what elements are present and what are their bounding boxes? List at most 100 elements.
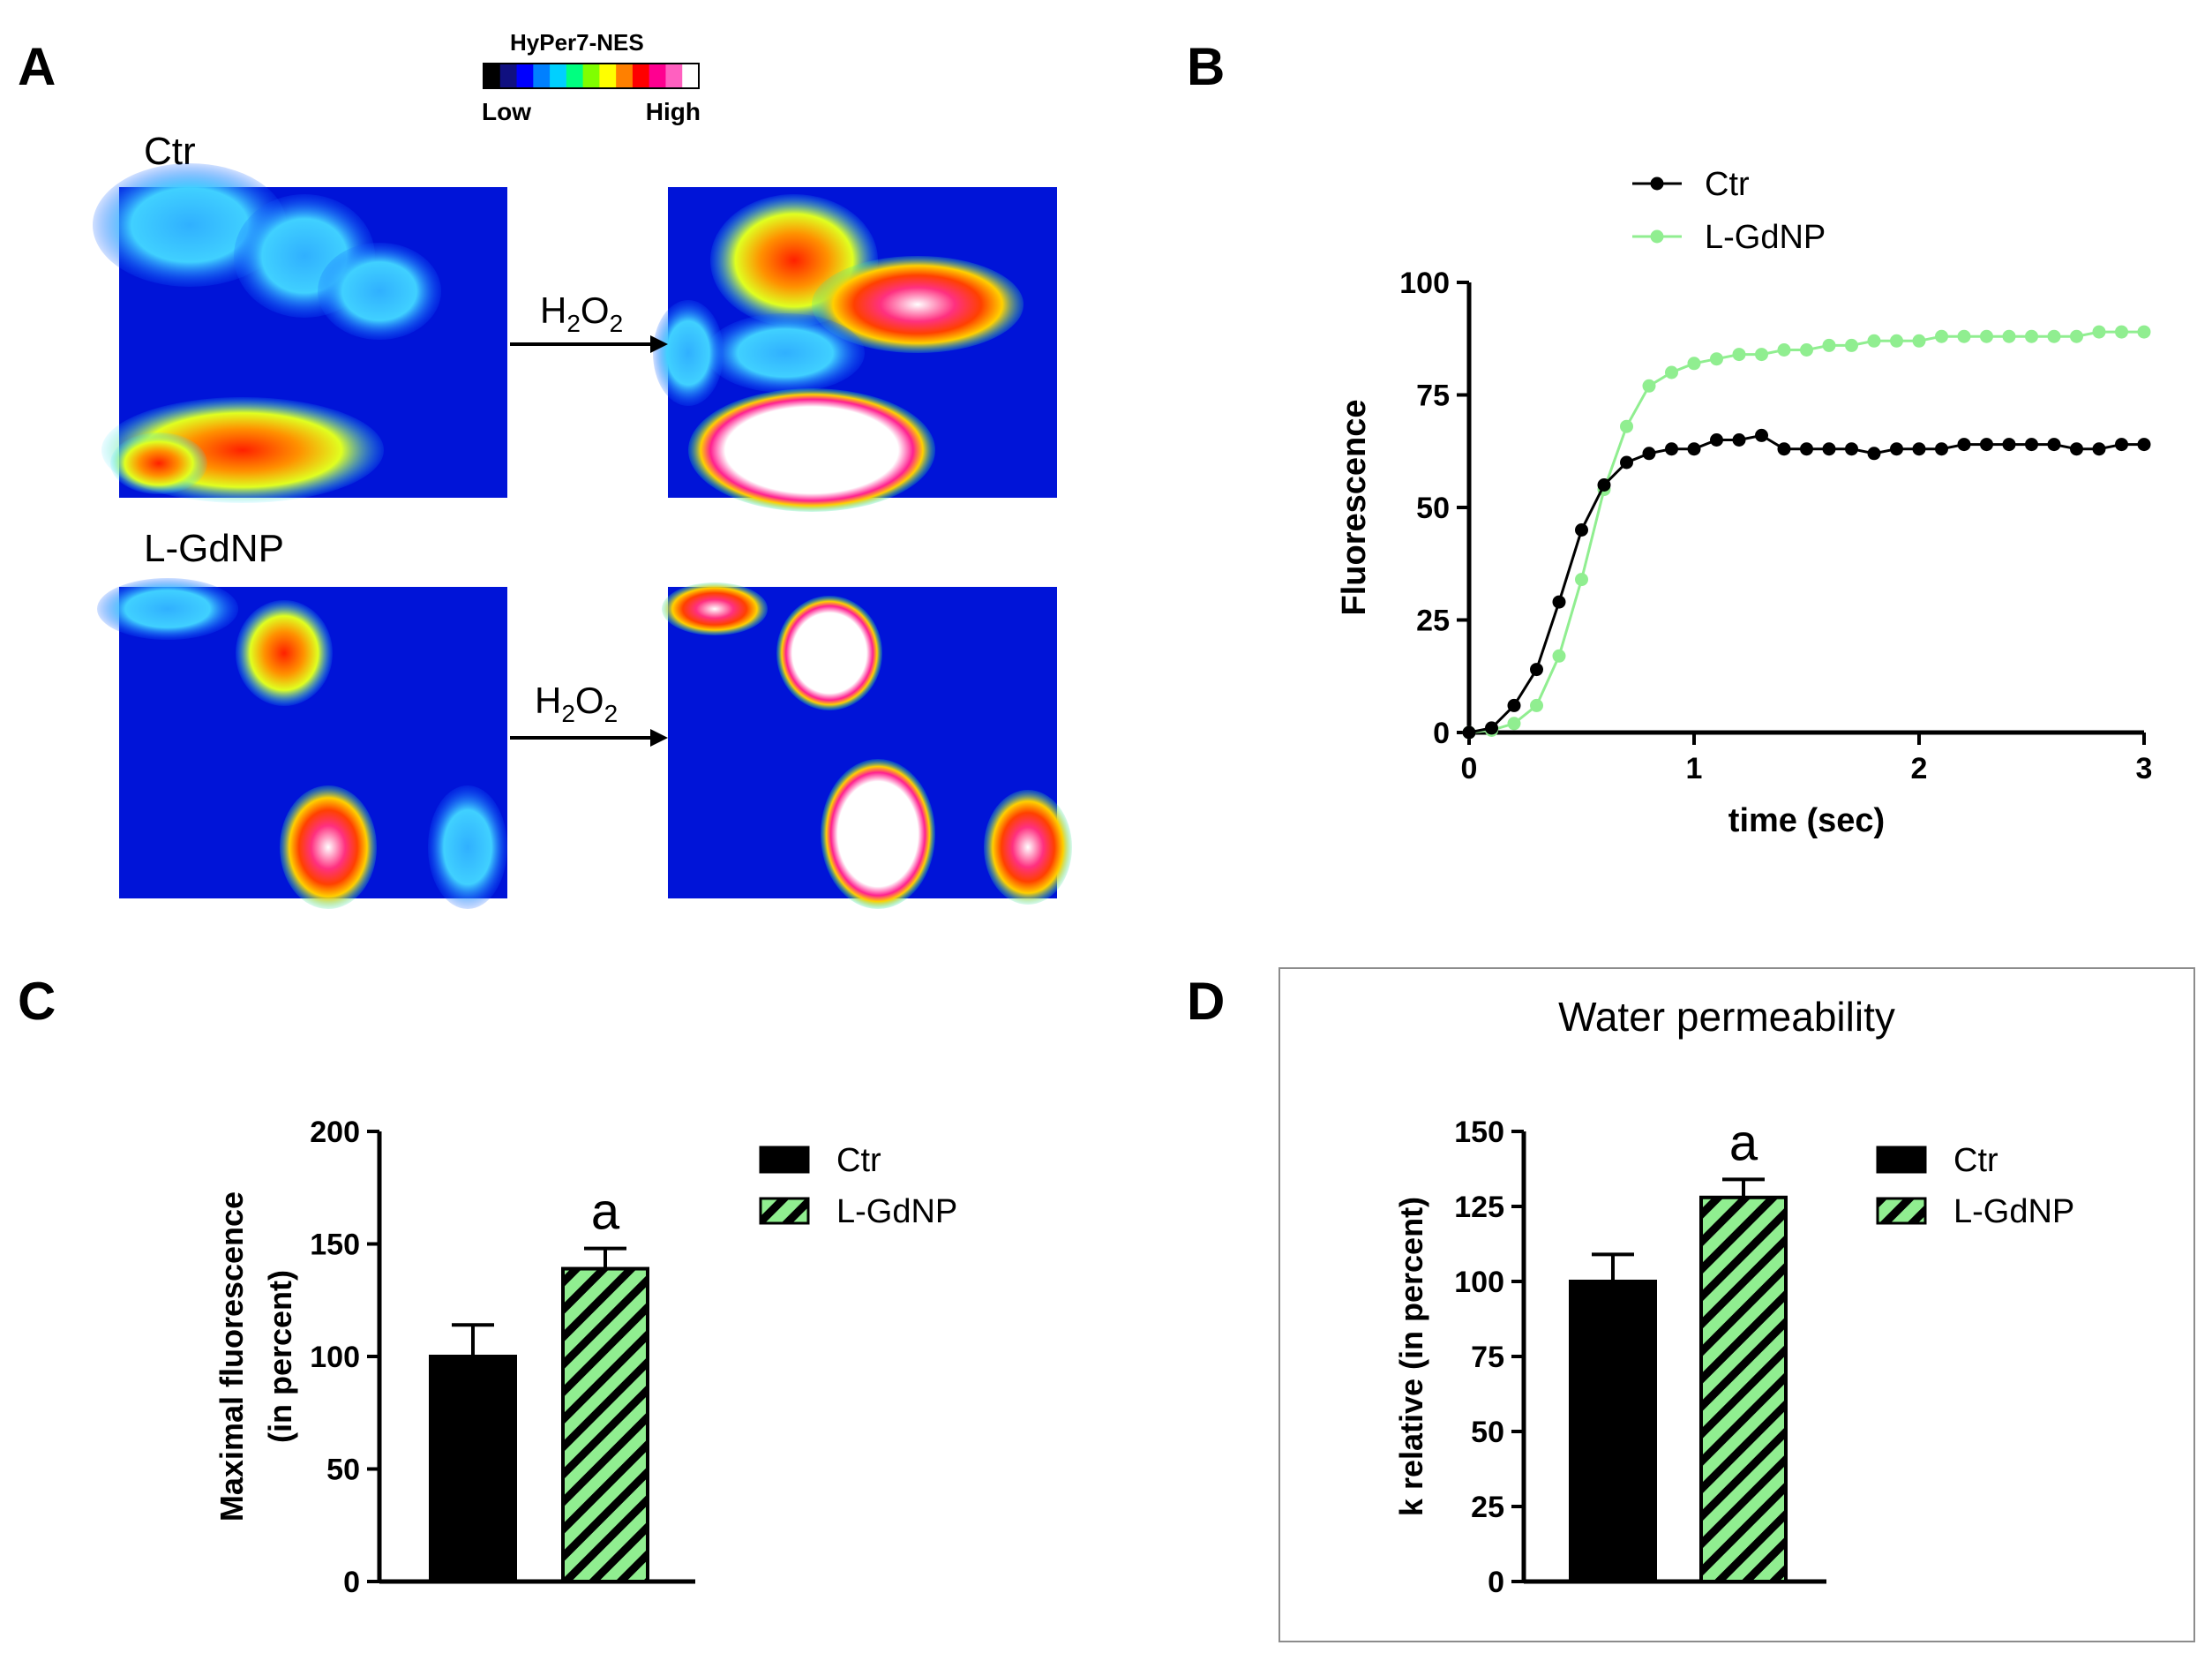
b-point-ctr (1485, 721, 1498, 735)
colorbar-step (582, 64, 600, 88)
d-y-tick-label: 25 (1471, 1491, 1504, 1524)
b-point-ctr (1980, 438, 1993, 452)
c-y-axis-label: Maximal fluorescence (214, 1191, 250, 1521)
b-series-line-l-gdnp (1468, 330, 2144, 734)
b-point-ctr (1620, 455, 1633, 470)
b-point-l-gdnp (2047, 329, 2061, 343)
d-legend: Ctr L-GdNP (1876, 1142, 2074, 1230)
b-point-ctr (1732, 433, 1746, 447)
b-point-l-gdnp (2137, 325, 2151, 339)
b-axes: 0 25 50 75 100 0 1 2 3 (1399, 267, 2152, 785)
b-point-ctr (1912, 442, 1926, 456)
d-y-axis-label: k relative (in percent) (1393, 1197, 1429, 1516)
b-y-tick-label: 50 (1416, 492, 1450, 525)
c-bar-ctr (429, 1355, 517, 1583)
c-significance-label: a (591, 1183, 620, 1241)
b-point-ctr (1462, 725, 1476, 740)
b-point-ctr (1507, 698, 1521, 712)
d-y-tick-label: 125 (1454, 1191, 1504, 1224)
colorbar-step (499, 64, 518, 88)
arrow-label-lgdnp: H2O2 (535, 680, 618, 727)
b-point-ctr (2092, 442, 2106, 456)
c-bars: a (429, 1183, 649, 1584)
b-point-ctr (2002, 438, 2016, 452)
d-bar-ctr (1569, 1280, 1657, 1583)
b-point-ctr (1552, 595, 1566, 609)
panel-label-b: B (1187, 37, 1225, 96)
colorbar-low-label: Low (482, 98, 531, 125)
d-bar-l-gdnp (1699, 1195, 1788, 1584)
b-point-l-gdnp (1867, 334, 1881, 348)
d-legend-label: L-GdNP (1953, 1193, 2074, 1230)
b-point-ctr (1867, 447, 1881, 461)
b-y-tick-label: 0 (1433, 717, 1450, 750)
b-point-l-gdnp (1642, 379, 1656, 393)
d-legend-label: Ctr (1953, 1142, 1998, 1179)
b-point-ctr (1800, 442, 1813, 456)
b-legend-label: Ctr (1705, 166, 1750, 203)
colorbar-step (484, 64, 501, 88)
b-legend-label: L-GdNP (1705, 219, 1826, 256)
c-legend: Ctr L-GdNP (759, 1142, 957, 1230)
b-point-ctr (1665, 442, 1678, 456)
b-legend: Ctr L-GdNP (1632, 166, 1826, 256)
b-point-ctr (2047, 438, 2061, 452)
chart-b: 0 25 50 75 100 0 1 2 3 Ctr L-GdNP time (sec) Fluo… (1336, 166, 2152, 839)
b-point-ctr (2025, 438, 2038, 452)
b-point-ctr (1957, 438, 1971, 452)
d-y-tick-label: 0 (1488, 1566, 1504, 1599)
b-x-tick-label: 3 (2136, 752, 2153, 785)
b-point-l-gdnp (1890, 334, 1903, 348)
colorbar-step (616, 64, 634, 88)
colorbar-step (533, 64, 551, 88)
b-point-l-gdnp (1575, 573, 1588, 587)
b-point-l-gdnp (2092, 325, 2106, 339)
c-y-axis-label-units: (in percent) (262, 1270, 298, 1443)
b-point-ctr (2115, 438, 2128, 452)
micrograph-lgdnp-after (662, 582, 1072, 909)
b-y-tick-label: 100 (1399, 267, 1450, 300)
b-point-l-gdnp (1552, 649, 1566, 663)
b-point-l-gdnp (1845, 338, 1858, 352)
b-x-tick-label: 2 (1911, 752, 1928, 785)
b-point-l-gdnp (1687, 357, 1701, 371)
b-y-tick-label: 75 (1416, 379, 1450, 413)
d-chart-title: Water permeability (1558, 994, 1895, 1040)
c-y-tick-label: 50 (326, 1454, 360, 1487)
chart-c: 0 50 100 150 200 a Ctr L-GdNP Maximal fluores… (214, 1116, 957, 1599)
panel-label-d: D (1187, 972, 1225, 1031)
colorbar (484, 64, 700, 88)
arrow-lgdnp (510, 729, 668, 747)
c-y-tick-label: 0 (343, 1566, 360, 1599)
c-legend-label: L-GdNP (836, 1193, 957, 1230)
b-point-l-gdnp (2115, 325, 2128, 339)
colorbar-step (599, 64, 617, 88)
panel-label-c: C (18, 972, 56, 1031)
c-legend-swatch (759, 1197, 810, 1225)
d-axes: 0 25 50 75 100 125 150 (1454, 1116, 1826, 1599)
d-frame (1278, 967, 2195, 1642)
b-point-ctr (1597, 478, 1611, 492)
b-point-l-gdnp (1732, 348, 1746, 362)
c-bar-l-gdnp (561, 1266, 649, 1584)
micrograph-lgdnp-before (97, 578, 507, 909)
d-y-tick-label: 150 (1454, 1116, 1504, 1149)
b-point-ctr (1575, 523, 1588, 537)
d-bars: a (1569, 1114, 1788, 1584)
c-legend-swatch (759, 1146, 810, 1174)
b-point-l-gdnp (1957, 329, 1971, 343)
colorbar-step (665, 64, 683, 88)
colorbar-title: HyPer7-NES (510, 29, 644, 56)
b-point-l-gdnp (1912, 334, 1926, 348)
b-point-ctr (1755, 428, 1768, 442)
row-label-lgdnp: L-GdNP (144, 527, 284, 570)
b-point-l-gdnp (1822, 338, 1836, 352)
b-legend-marker (1650, 229, 1664, 244)
b-y-axis-label: Fluorescence (1336, 400, 1373, 616)
chart-d: 0 25 50 75 100 125 150 a Ctr L-GdNP k relative … (1393, 1114, 2074, 1599)
b-point-l-gdnp (1980, 329, 1993, 343)
d-y-tick-label: 75 (1471, 1341, 1504, 1374)
b-point-l-gdnp (1530, 698, 1543, 712)
b-point-l-gdnp (2025, 329, 2038, 343)
b-point-l-gdnp (1710, 352, 1723, 366)
